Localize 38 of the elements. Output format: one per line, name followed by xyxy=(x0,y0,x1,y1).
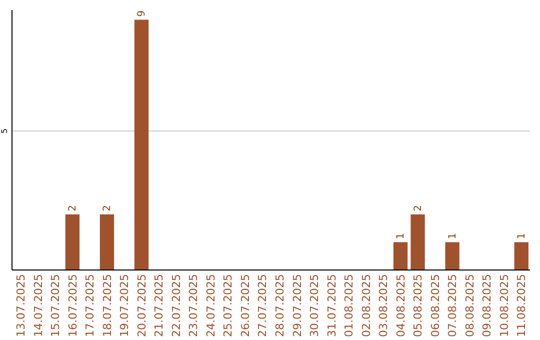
x-tick-label: 26.07.2025 xyxy=(238,274,252,337)
x-tick-label: 03.08.2025 xyxy=(377,274,390,337)
x-tick-label: 19.07.2025 xyxy=(118,274,132,337)
x-tick-label: 14.07.2025 xyxy=(32,274,45,337)
x-tick-label: 21.07.2025 xyxy=(152,274,166,337)
y-tick-label: 5 xyxy=(0,128,9,134)
x-tick-label: 11.08.2025 xyxy=(515,274,528,337)
data-label: 2 xyxy=(67,205,78,212)
x-tick-label: 24.07.2025 xyxy=(204,274,218,337)
x-tick-label: 13.07.2025 xyxy=(14,274,28,337)
x-tick-label: 06.08.2025 xyxy=(428,274,442,337)
x-tick-label: 10.08.2025 xyxy=(498,274,511,337)
x-tick-label: 01.08.2025 xyxy=(342,274,356,337)
x-tick-label: 15.07.2025 xyxy=(49,274,62,337)
x-tick-label: 31.07.2025 xyxy=(325,274,338,337)
data-label: 2 xyxy=(412,205,424,212)
data-label: 1 xyxy=(447,232,458,240)
data-label: 2 xyxy=(102,205,113,212)
x-tick-label: 04.08.2025 xyxy=(394,274,408,337)
x-tick-label: 16.07.2025 xyxy=(66,274,80,337)
x-tick-label: 30.07.2025 xyxy=(308,274,322,337)
x-tick-label: 07.08.2025 xyxy=(446,274,460,337)
x-tick-label: 08.08.2025 xyxy=(463,274,476,337)
x-tick-label: 20.07.2025 xyxy=(135,274,148,337)
x-tick-label: 02.08.2025 xyxy=(360,274,373,337)
x-tick-label: 23.07.2025 xyxy=(187,274,200,337)
x-tick-label: 05.08.2025 xyxy=(412,274,425,337)
x-tick-label: 09.08.2025 xyxy=(480,274,494,337)
x-tick-label: 29.07.2025 xyxy=(290,274,304,337)
x-tick-label: 22.07.2025 xyxy=(170,274,183,337)
x-tick-label: 27.07.2025 xyxy=(256,274,270,337)
x-tick-label: 18.07.2025 xyxy=(100,274,114,337)
data-label: 1 xyxy=(396,232,406,240)
x-tick-label: 17.07.2025 xyxy=(84,274,97,337)
x-tick-label: 28.07.2025 xyxy=(273,274,286,337)
x-tick-label: 25.07.2025 xyxy=(222,274,235,337)
data-label: 9 xyxy=(136,10,148,17)
data-label: 1 xyxy=(516,232,528,240)
